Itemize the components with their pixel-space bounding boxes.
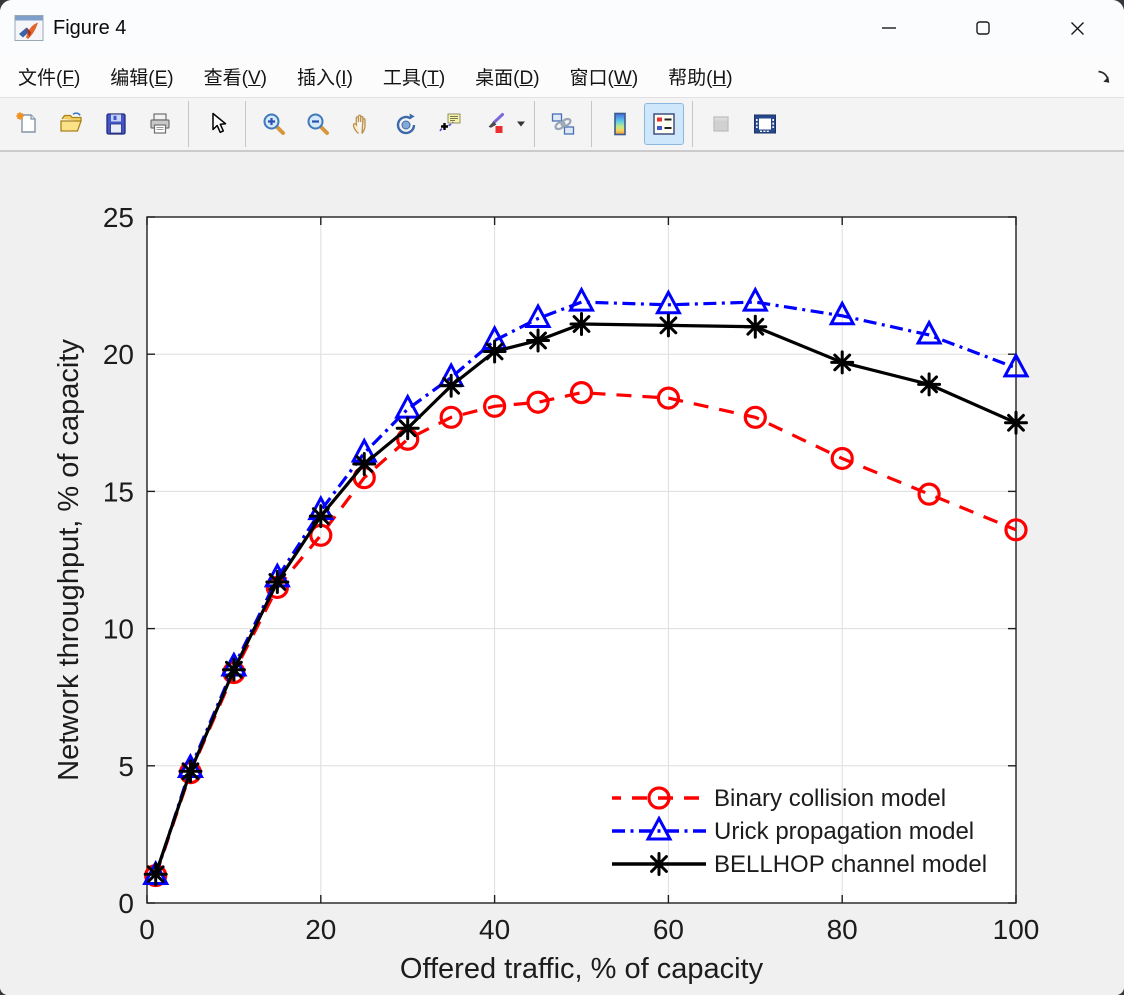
menu-item-edit[interactable]: 编辑(E)	[110, 68, 174, 89]
toolbar	[0, 98, 1124, 152]
toolbar-separator	[692, 101, 693, 147]
y-axis-label: Network throughput, % of capacity	[53, 339, 85, 781]
caret-down-icon	[516, 121, 525, 127]
brush-data-icon	[488, 113, 504, 133]
y-tick-labels: 0 5 10 15 20 25	[103, 202, 134, 919]
rotate-3d-icon	[396, 113, 416, 135]
legend-label: BELLHOP channel model	[714, 851, 987, 878]
tick-marks	[146, 216, 1017, 904]
menu-item-tools[interactable]: 工具(T)	[382, 68, 446, 89]
pan-icon	[352, 114, 366, 135]
menu-item-file[interactable]: 文件(F)	[18, 68, 81, 89]
minimize-icon	[882, 27, 896, 29]
menu-item-desktop[interactable]: 桌面(D)	[475, 68, 540, 89]
chart: 0 20 40 60 80 100 0 5 10 15 20 25 Offered traffic, %…	[53, 202, 1039, 985]
menu-item-view[interactable]: 查看(V)	[203, 68, 267, 89]
series-bellhop-channel-model	[143, 312, 1028, 887]
legend: Binary collision model Urick propagation …	[612, 785, 987, 878]
data-cursor-icon	[439, 113, 461, 132]
insert-legend-button[interactable]	[644, 103, 684, 145]
legend-label: Urick propagation model	[714, 818, 974, 845]
zoom-out-button[interactable]	[298, 103, 338, 145]
dock-arrow-icon[interactable]	[1096, 69, 1112, 85]
zoom-out-icon	[307, 113, 329, 135]
print-figure-icon	[150, 113, 170, 134]
matlab-figure-icon	[14, 13, 44, 43]
menu-item-insert[interactable]: 插入(I)	[296, 68, 353, 89]
edit-plot-icon	[212, 112, 227, 134]
svg-text:0: 0	[139, 914, 155, 945]
close-button[interactable]	[1030, 0, 1124, 56]
maximize-button[interactable]	[936, 0, 1030, 56]
show-plot-tools-icon	[754, 114, 776, 134]
open-file-button[interactable]	[52, 103, 92, 145]
hide-plot-tools-button	[701, 103, 741, 145]
save-figure-button[interactable]	[96, 103, 136, 145]
insert-colorbar-icon	[614, 112, 626, 136]
legend-item-3[interactable]: BELLHOP channel model	[612, 851, 987, 878]
svg-text:100: 100	[993, 914, 1040, 945]
zoom-in-icon	[263, 113, 285, 135]
menu-item-window[interactable]: 窗口(W)	[569, 68, 639, 89]
titlebar[interactable]: Figure 4	[0, 0, 1124, 56]
window-title: Figure 4	[53, 16, 127, 39]
legend-item-1[interactable]: Binary collision model	[612, 785, 946, 812]
brush-data-button[interactable]	[474, 103, 514, 145]
legend-item-2[interactable]: Urick propagation model	[612, 815, 974, 845]
link-plot-icon	[551, 113, 575, 135]
minimize-button[interactable]	[842, 0, 936, 56]
edit-plot-button[interactable]	[197, 103, 237, 145]
rotate-3d-button[interactable]	[386, 103, 426, 145]
svg-text:80: 80	[827, 914, 858, 945]
toolbar-separator	[245, 101, 246, 147]
new-figure-icon	[16, 112, 36, 133]
open-file-icon	[60, 112, 82, 132]
figure-canvas: 0 20 40 60 80 100 0 5 10 15 20 25 Offered traffic, %…	[0, 152, 1124, 995]
insert-legend-icon	[653, 113, 675, 135]
save-figure-icon	[106, 113, 126, 135]
x-axis-label: Offered traffic, % of capacity	[400, 953, 764, 985]
svg-text:25: 25	[103, 202, 134, 233]
svg-text:10: 10	[103, 614, 134, 645]
svg-text:60: 60	[653, 914, 684, 945]
close-icon	[1070, 21, 1084, 35]
insert-colorbar-button[interactable]	[600, 103, 640, 145]
brush-data-dropdown-caret[interactable]	[513, 103, 528, 145]
svg-text:5: 5	[118, 751, 134, 782]
svg-text:20: 20	[103, 339, 134, 370]
show-plot-tools-button[interactable]	[745, 103, 785, 145]
toolbar-separator	[188, 101, 189, 147]
x-tick-labels: 0 20 40 60 80 100	[139, 914, 1039, 945]
axes-box	[146, 216, 1017, 904]
svg-text:20: 20	[305, 914, 336, 945]
svg-text:15: 15	[103, 476, 134, 507]
toolbar-separator	[534, 101, 535, 147]
zoom-in-button[interactable]	[254, 103, 294, 145]
maximize-icon	[976, 21, 990, 35]
link-plot-button[interactable]	[543, 103, 583, 145]
hide-plot-tools-icon	[713, 116, 729, 132]
menu-item-help[interactable]: 帮助(H)	[668, 68, 733, 89]
toolbar-separator	[591, 101, 592, 147]
pan-button[interactable]	[342, 103, 382, 145]
window-controls	[842, 0, 1124, 56]
menubar: 文件(F) 编辑(E) 查看(V) 插入(I) 工具(T) 桌面(D) 窗口(W) 帮助(H)	[0, 56, 1124, 98]
svg-text:0: 0	[118, 888, 134, 919]
svg-text:40: 40	[479, 914, 510, 945]
print-figure-button[interactable]	[140, 103, 180, 145]
data-cursor-button[interactable]	[430, 103, 470, 145]
new-figure-button[interactable]	[8, 103, 48, 145]
legend-label: Binary collision model	[714, 785, 946, 812]
